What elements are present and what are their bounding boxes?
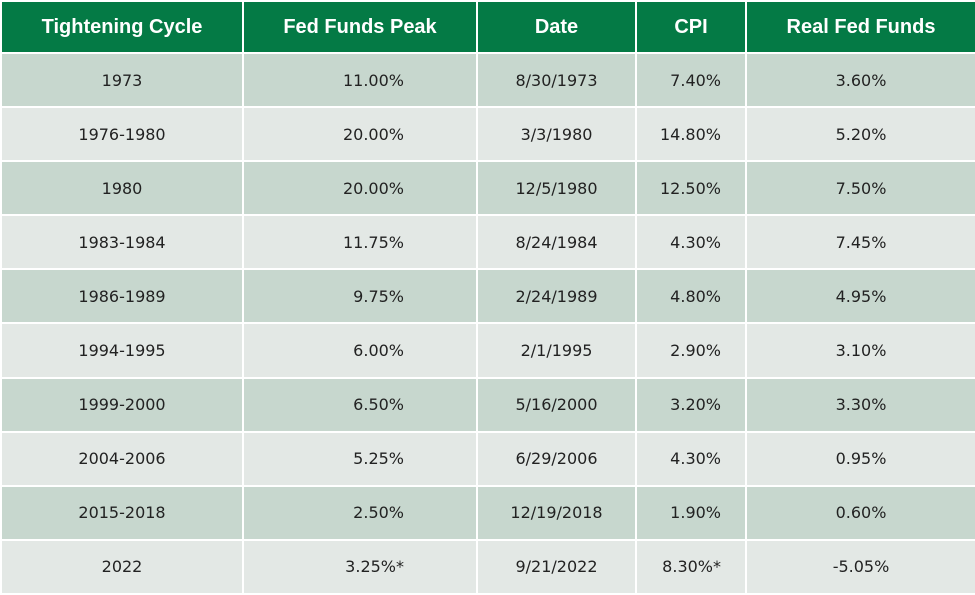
cell-real-fed-funds: 3.10% <box>747 324 975 377</box>
cell-date: 8/24/1984 <box>478 216 635 269</box>
cell-cpi: 12.50% <box>637 162 745 215</box>
cell-date: 12/19/2018 <box>478 486 635 539</box>
cell-fed-funds-peak: 5.25% <box>244 432 476 485</box>
cell-date: 9/21/2022 <box>478 540 635 593</box>
cell-date: 6/29/2006 <box>478 432 635 485</box>
cell-date: 3/3/1980 <box>478 108 635 161</box>
table-row: 1973 11.00% 8/30/1973 7.40% 3.60% <box>2 54 975 107</box>
cell-cpi: 4.80% <box>637 270 745 323</box>
cell-fed-funds-peak: 11.75% <box>244 216 476 269</box>
cell-fed-funds-peak: 20.00% <box>244 162 476 215</box>
header-cpi: CPI <box>637 2 745 52</box>
cell-cpi: 14.80% <box>637 108 745 161</box>
cell-cpi: 7.40% <box>637 54 745 107</box>
cell-real-fed-funds: 4.95% <box>747 270 975 323</box>
table-row: 1976-1980 20.00% 3/3/1980 14.80% 5.20% <box>2 108 975 161</box>
cell-fed-funds-peak: 20.00% <box>244 108 476 161</box>
cell-cpi: 4.30% <box>637 216 745 269</box>
cell-real-fed-funds: 0.60% <box>747 486 975 539</box>
table-row: 1986-1989 9.75% 2/24/1989 4.80% 4.95% <box>2 270 975 323</box>
header-tightening-cycle: Tightening Cycle <box>2 2 242 52</box>
table-row: 1983-1984 11.75% 8/24/1984 4.30% 7.45% <box>2 216 975 269</box>
table-row: 2004-2006 5.25% 6/29/2006 4.30% 0.95% <box>2 432 975 485</box>
header-row: Tightening Cycle Fed Funds Peak Date CPI… <box>2 2 975 52</box>
cell-tightening-cycle: 2015-2018 <box>2 486 242 539</box>
cell-fed-funds-peak: 6.00% <box>244 324 476 377</box>
table-header: Tightening Cycle Fed Funds Peak Date CPI… <box>2 2 975 52</box>
table-row: 2015-2018 2.50% 12/19/2018 1.90% 0.60% <box>2 486 975 539</box>
cell-fed-funds-peak: 11.00% <box>244 54 476 107</box>
header-fed-funds-peak: Fed Funds Peak <box>244 2 476 52</box>
cell-tightening-cycle: 1999-2000 <box>2 378 242 431</box>
table-row: 1994-1995 6.00% 2/1/1995 2.90% 3.10% <box>2 324 975 377</box>
cell-real-fed-funds: 7.45% <box>747 216 975 269</box>
table-body: 1973 11.00% 8/30/1973 7.40% 3.60% 1976-1… <box>2 54 975 593</box>
cell-tightening-cycle: 1986-1989 <box>2 270 242 323</box>
cell-date: 8/30/1973 <box>478 54 635 107</box>
table-row: 1999-2000 6.50% 5/16/2000 3.20% 3.30% <box>2 378 975 431</box>
header-real-fed-funds: Real Fed Funds <box>747 2 975 52</box>
table-row: 1980 20.00% 12/5/1980 12.50% 7.50% <box>2 162 975 215</box>
cell-date: 12/5/1980 <box>478 162 635 215</box>
cell-tightening-cycle: 1983-1984 <box>2 216 242 269</box>
cell-fed-funds-peak: 9.75% <box>244 270 476 323</box>
cell-date: 2/1/1995 <box>478 324 635 377</box>
cell-tightening-cycle: 1980 <box>2 162 242 215</box>
cell-fed-funds-peak: 3.25%* <box>244 540 476 593</box>
cell-tightening-cycle: 2004-2006 <box>2 432 242 485</box>
cell-real-fed-funds: -5.05% <box>747 540 975 593</box>
cell-real-fed-funds: 0.95% <box>747 432 975 485</box>
header-date: Date <box>478 2 635 52</box>
cell-cpi: 8.30%* <box>637 540 745 593</box>
table-row: 2022 3.25%* 9/21/2022 8.30%* -5.05% <box>2 540 975 593</box>
cell-fed-funds-peak: 2.50% <box>244 486 476 539</box>
cell-real-fed-funds: 7.50% <box>747 162 975 215</box>
cell-date: 2/24/1989 <box>478 270 635 323</box>
cell-real-fed-funds: 3.30% <box>747 378 975 431</box>
cell-date: 5/16/2000 <box>478 378 635 431</box>
cell-tightening-cycle: 1994-1995 <box>2 324 242 377</box>
cell-tightening-cycle: 2022 <box>2 540 242 593</box>
cell-cpi: 4.30% <box>637 432 745 485</box>
cell-real-fed-funds: 3.60% <box>747 54 975 107</box>
cell-real-fed-funds: 5.20% <box>747 108 975 161</box>
cell-cpi: 1.90% <box>637 486 745 539</box>
cell-cpi: 3.20% <box>637 378 745 431</box>
cell-cpi: 2.90% <box>637 324 745 377</box>
cell-tightening-cycle: 1973 <box>2 54 242 107</box>
cell-fed-funds-peak: 6.50% <box>244 378 476 431</box>
cell-tightening-cycle: 1976-1980 <box>2 108 242 161</box>
